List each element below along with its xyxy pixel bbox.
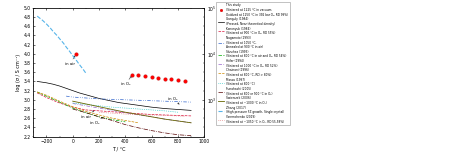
Point [141,75,149,77]
Point [168,78,175,80]
X-axis label: T / °C: T / °C [112,147,125,152]
Point [135,74,142,76]
Text: in air: in air [65,56,75,66]
Point [180,80,188,82]
Point [148,76,155,78]
Legend: This study
(Sintered at 1225 °C in vacuum,
Oxidized at 1250 °C in 392 bar O₂, RD: This study (Sintered at 1225 °C in vacuu… [216,2,290,125]
Y-axis label: σ / S cm⁻¹: σ / S cm⁻¹ [219,60,224,84]
Point [72,53,80,55]
Text: in O₂: in O₂ [168,97,179,104]
Point [154,76,162,79]
Point [128,73,136,76]
Y-axis label: log (σ / S cm⁻¹): log (σ / S cm⁻¹) [16,54,21,91]
Point [161,77,169,80]
Point [174,79,182,81]
Text: in O₂: in O₂ [121,76,132,86]
Text: in air: in air [81,111,94,119]
Text: in O₂: in O₂ [90,117,103,125]
